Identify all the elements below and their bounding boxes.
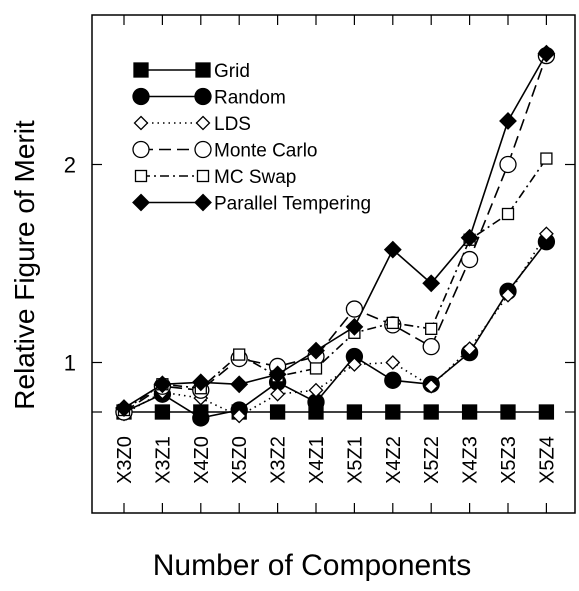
- data-point: [386, 316, 399, 330]
- data-point: [153, 375, 172, 394]
- x-tick-label: X5Z4: [536, 436, 558, 484]
- series-1: [115, 233, 556, 427]
- legend-label: Random: [214, 88, 286, 109]
- legend-marker: [132, 140, 150, 159]
- x-tick-label: X3Z1: [152, 436, 174, 484]
- data-point: [460, 228, 479, 247]
- data-point: [537, 44, 556, 63]
- legend-marker: [132, 87, 150, 106]
- legend-marker: [134, 169, 148, 183]
- x-tick-label: X4Z3: [460, 436, 482, 484]
- legend-item: Parallel Tempering: [132, 193, 371, 215]
- legend-item: Random: [132, 87, 286, 109]
- legend-item: Monte Carlo: [132, 140, 318, 162]
- x-tick-label: X4Z0: [191, 436, 213, 484]
- legend-marker: [133, 115, 149, 131]
- data-point: [345, 317, 364, 336]
- y-tick-label: 1: [64, 351, 76, 376]
- x-tick-label: X5Z1: [344, 436, 366, 484]
- data-point: [233, 348, 246, 361]
- data-point: [308, 382, 324, 398]
- x-tick-label: X4Z1: [306, 436, 328, 484]
- data-point: [384, 371, 402, 389]
- series-line: [123, 158, 548, 411]
- data-point: [500, 404, 516, 420]
- x-tick-label: X5Z0: [229, 436, 251, 484]
- data-point: [423, 378, 439, 394]
- data-point: [268, 365, 287, 384]
- legend-label: Monte Carlo: [214, 141, 318, 162]
- data-point: [423, 404, 439, 420]
- data-point: [154, 404, 171, 420]
- x-axis-label: Number of Components: [153, 549, 472, 582]
- data-point: [462, 341, 478, 357]
- y-axis-label: Relative Figure of Merit: [9, 120, 40, 410]
- series-line: [123, 233, 548, 417]
- data-point: [309, 362, 323, 375]
- legend-marker: [133, 62, 149, 78]
- series-5: [115, 44, 556, 417]
- data-point: [269, 404, 286, 420]
- legend-marker: [195, 62, 211, 78]
- data-point: [538, 404, 555, 420]
- x-tick-label: X4Z2: [383, 436, 405, 484]
- data-point: [540, 152, 553, 165]
- y-tick-label: 2: [64, 153, 76, 178]
- data-point: [231, 408, 247, 424]
- legend-label: Parallel Tempering: [214, 194, 371, 215]
- data-point: [192, 409, 210, 427]
- data-point: [115, 399, 133, 417]
- legend-item: MC Swap: [134, 167, 296, 188]
- legend-item: LDS: [133, 114, 251, 135]
- series-layer: [115, 44, 556, 427]
- legend-marker: [195, 115, 211, 131]
- data-point: [499, 112, 517, 130]
- data-point: [385, 355, 401, 370]
- x-tick-label: X3Z2: [268, 436, 290, 484]
- data-point: [422, 338, 440, 356]
- x-tick-label: X5Z2: [421, 436, 443, 484]
- data-point: [385, 404, 401, 420]
- legend-marker: [194, 87, 212, 106]
- data-point: [499, 155, 517, 174]
- legend-marker: [132, 193, 150, 212]
- data-point: [500, 287, 516, 303]
- legend-marker: [196, 169, 210, 183]
- legend-marker: [194, 193, 212, 212]
- x-axis-ticks: X3Z0 X3Z1 X4Z0 X5Z0 X3Z2 X4Z1 X5Z1 X4Z2 X5Z2 X4Z3…: [114, 15, 558, 513]
- series-4: [117, 152, 553, 417]
- data-point: [230, 375, 249, 394]
- legend-label: Grid: [214, 61, 250, 82]
- data-point: [270, 386, 286, 402]
- data-point: [346, 357, 362, 372]
- data-point: [501, 207, 515, 221]
- x-tick-label: X3Z0: [114, 436, 136, 484]
- data-point: [425, 322, 438, 335]
- data-point: [461, 404, 478, 420]
- legend-label: LDS: [214, 114, 251, 135]
- series-line: [123, 55, 548, 413]
- legend-marker: [194, 140, 212, 159]
- data-point: [307, 341, 325, 360]
- legend-label: MC Swap: [214, 167, 296, 188]
- data-point: [538, 226, 554, 242]
- series-3: [115, 46, 556, 421]
- data-point: [191, 373, 210, 392]
- data-point: [383, 240, 402, 259]
- plot-frame: [91, 14, 576, 514]
- legend-item: Grid: [133, 61, 250, 82]
- series-line: [123, 241, 548, 419]
- x-tick-label: X5Z3: [498, 436, 520, 484]
- legend: Grid Random LDS Monte Carlo MC Swap Parallel …: [132, 61, 371, 215]
- data-point: [346, 404, 363, 420]
- data-point: [422, 274, 441, 293]
- y-axis-ticks: 123: [64, 153, 575, 413]
